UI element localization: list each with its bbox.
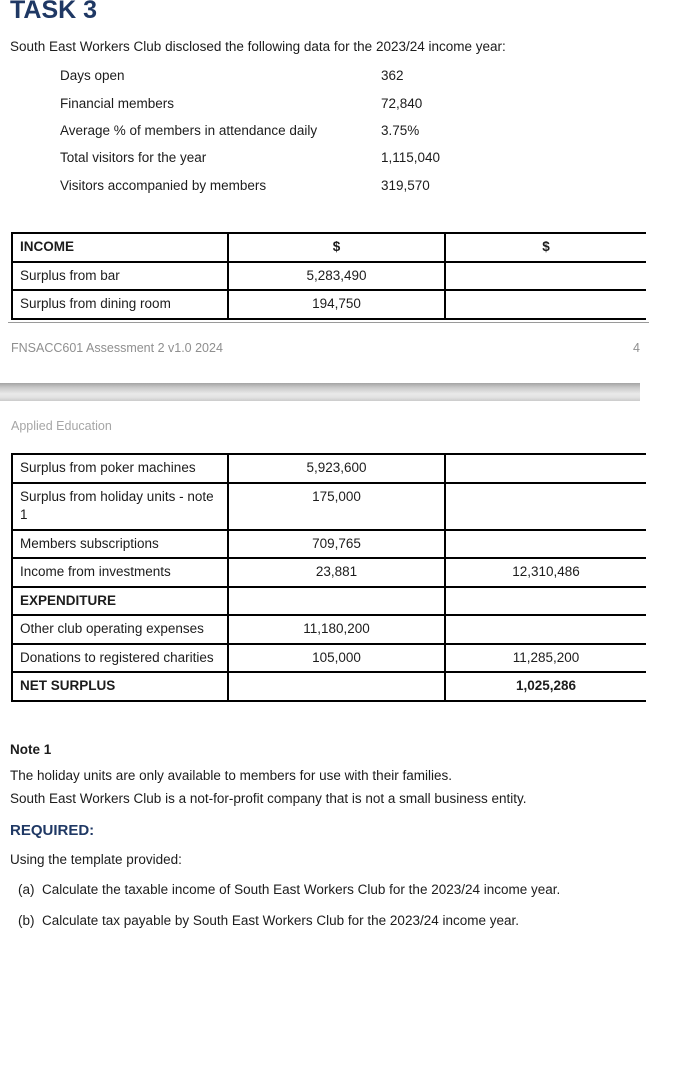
fact-label: Financial members: [60, 95, 175, 111]
facts-list: Days open 362 Financial members 72,840 Avera…: [60, 62, 580, 199]
fact-row: Days open 362: [60, 62, 580, 89]
row-label-cell: Members subscriptions: [11, 528, 229, 559]
amount-cell: [444, 614, 646, 645]
fact-row: Financial members 72,840: [60, 89, 580, 116]
amount-cell: 709,765: [227, 528, 446, 559]
row-label-cell: NET SURPLUS: [11, 671, 229, 702]
instructions-intro: Using the template provided:: [10, 852, 182, 867]
row-label-cell: Surplus from bar: [11, 260, 229, 291]
row-label-cell: Income from investments: [11, 557, 229, 588]
item-text: Calculate the taxable income of South Ea…: [42, 882, 561, 897]
table-row: Surplus from holiday units - note 1 175,0…: [11, 481, 646, 531]
amount-cell: [444, 585, 646, 616]
fact-value: 72,840: [381, 95, 423, 111]
task-title: TASK 3: [10, 0, 98, 24]
amount-cell: 194,750: [227, 289, 446, 320]
note-line: South East Workers Club is a not-for-pro…: [10, 790, 527, 806]
amount-cell: 175,000: [227, 481, 446, 531]
amount-cell: [227, 585, 446, 616]
item-text: Calculate tax payable by South East Work…: [42, 913, 520, 928]
fact-label: Visitors accompanied by members: [60, 177, 267, 193]
table-row: Other club operating expenses 11,180,200: [11, 614, 646, 645]
fact-row: Total visitors for the year 1,115,040: [60, 144, 580, 171]
table-row: Members subscriptions 709,765: [11, 528, 646, 559]
required-item: (b) Calculate tax payable by South East W…: [18, 912, 658, 930]
table-row: Surplus from bar 5,283,490: [11, 260, 646, 291]
table-row: Income from investments 23,881 12,310,486: [11, 557, 646, 588]
amount-cell: 12,310,486: [444, 557, 646, 588]
page-break-separator: [0, 383, 640, 401]
amount-cell: [227, 671, 446, 702]
page-number: 4: [633, 341, 640, 355]
table-row: EXPENDITURE: [11, 585, 646, 616]
fact-row: Visitors accompanied by members 319,570: [60, 172, 580, 199]
note-line: The holiday units are only available to …: [10, 768, 452, 783]
row-label-cell: Surplus from dining room: [11, 289, 229, 320]
fact-label: Total visitors for the year: [60, 150, 207, 166]
fact-value: 3.75%: [381, 122, 420, 138]
amount-cell: [444, 528, 646, 559]
table-row: Donations to registered charities 105,000…: [11, 642, 646, 673]
note-heading: Note 1: [10, 742, 52, 757]
page-header-text: Applied Education: [11, 419, 112, 433]
amount-cell: 23,881: [227, 557, 446, 588]
fact-label: Days open: [60, 68, 125, 84]
item-marker: (a): [18, 882, 35, 897]
item-marker: (b): [18, 913, 35, 928]
row-label-cell: EXPENDITURE: [11, 585, 229, 616]
header-cell: $: [444, 232, 646, 263]
table-row: Surplus from poker machines 5,923,600: [11, 453, 646, 484]
fact-value: 362: [381, 68, 404, 84]
intro-paragraph: South East Workers Club disclosed the fo…: [10, 39, 506, 54]
row-label-cell: Surplus from poker machines: [11, 453, 229, 484]
required-item: (a) Calculate the taxable income of South…: [18, 881, 658, 899]
amount-cell: [444, 289, 646, 320]
header-cell: $: [227, 232, 446, 263]
income-table-page2: Surplus from poker machines 5,923,600 Surp…: [11, 453, 646, 702]
table-header-row: INCOME $ $: [11, 232, 646, 263]
fact-value: 319,570: [381, 177, 430, 193]
amount-cell: 105,000: [227, 642, 446, 673]
amount-cell: [444, 260, 646, 291]
row-label-cell: Surplus from holiday units - note 1: [11, 481, 229, 531]
note-body: The holiday units are only available to …: [10, 765, 650, 810]
amount-cell: [444, 453, 646, 484]
amount-cell: 11,285,200: [444, 642, 646, 673]
amount-cell: 5,283,490: [227, 260, 446, 291]
table-row: NET SURPLUS 1,025,286: [11, 671, 646, 702]
page-footer-text: FNSACC601 Assessment 2 v1.0 2024: [11, 341, 223, 355]
required-label: REQUIRED:: [10, 822, 95, 839]
fact-row: Average % of members in attendance daily…: [60, 117, 580, 144]
amount-cell: 11,180,200: [227, 614, 446, 645]
amount-cell: [444, 481, 646, 531]
row-label-cell: Donations to registered charities: [11, 642, 229, 673]
amount-cell: 5,923,600: [227, 453, 446, 484]
table-row: Surplus from dining room 194,750: [11, 289, 646, 320]
income-table-page1: INCOME $ $ Surplus from bar 5,283,490 Surplus…: [11, 232, 646, 320]
fact-value: 1,115,040: [381, 150, 441, 166]
amount-cell: 1,025,286: [444, 671, 646, 702]
fact-label: Average % of members in attendance daily: [60, 122, 318, 138]
header-cell: INCOME: [11, 232, 229, 263]
table-continuation-divider: [8, 322, 649, 323]
row-label-cell: Other club operating expenses: [11, 614, 229, 645]
required-items-list: (a) Calculate the taxable income of South…: [18, 881, 658, 943]
